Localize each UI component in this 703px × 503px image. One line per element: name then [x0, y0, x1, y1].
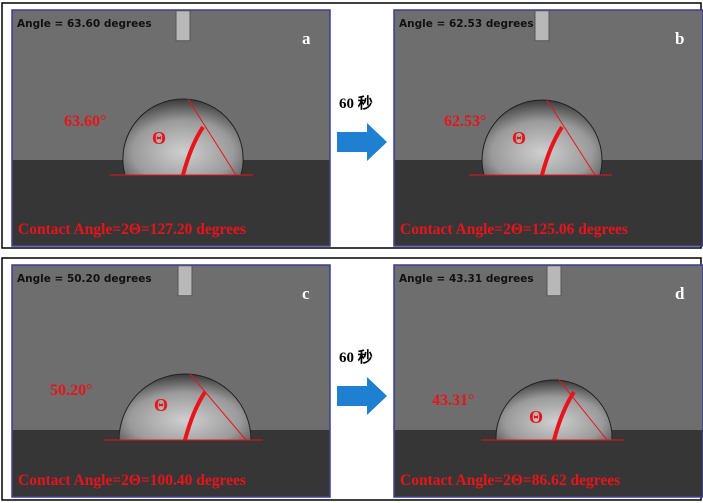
theta: Θ	[152, 128, 166, 148]
panel: Angle = 62.53 degrees b 62.53° Θ Contact Ang…	[394, 10, 703, 246]
needle	[547, 266, 561, 296]
arrow	[337, 377, 387, 415]
theta: Θ	[154, 395, 168, 415]
contact-angle: Contact Angle=2Θ=86.62 degrees	[400, 472, 620, 489]
panel-letter: c	[302, 284, 310, 303]
arrow-label: 60 秒	[339, 94, 373, 112]
arrow	[337, 123, 387, 161]
angle-label: 43.31°	[432, 392, 474, 409]
contact-angle: Contact Angle=2Θ=125.06 degrees	[400, 221, 628, 238]
angle-readout: Angle = 63.60 degrees	[17, 18, 152, 30]
contact-angle: Contact Angle=2Θ=127.20 degrees	[18, 221, 246, 238]
panel-letter: b	[675, 29, 684, 48]
needle	[176, 11, 190, 41]
angle-label: 50.20°	[50, 382, 92, 399]
panel: Angle = 43.31 degrees d 43.31° Θ Contact Ang…	[394, 265, 703, 497]
panel-letter: d	[675, 284, 685, 303]
angle-readout: Angle = 62.53 degrees	[399, 18, 534, 30]
theta: Θ	[512, 128, 526, 148]
theta: Θ	[529, 407, 543, 427]
figure: Angle = 63.60 degrees a 63.60° Θ Contact Ang…	[0, 0, 703, 503]
panel: Angle = 50.20 degrees c 50.20° Θ Contact Ang…	[12, 265, 330, 497]
needle	[178, 266, 192, 296]
angle-label: 63.60°	[64, 113, 106, 130]
panel: Angle = 63.60 degrees a 63.60° Θ Contact Ang…	[12, 10, 330, 246]
panel-letter: a	[302, 29, 311, 48]
needle	[535, 11, 549, 41]
angle-label: 62.53°	[444, 113, 486, 130]
angle-readout: Angle = 50.20 degrees	[17, 273, 152, 285]
contact-angle: Contact Angle=2Θ=100.40 degrees	[18, 472, 246, 489]
angle-readout: Angle = 43.31 degrees	[399, 273, 534, 285]
arrow-label: 60 秒	[339, 348, 373, 366]
